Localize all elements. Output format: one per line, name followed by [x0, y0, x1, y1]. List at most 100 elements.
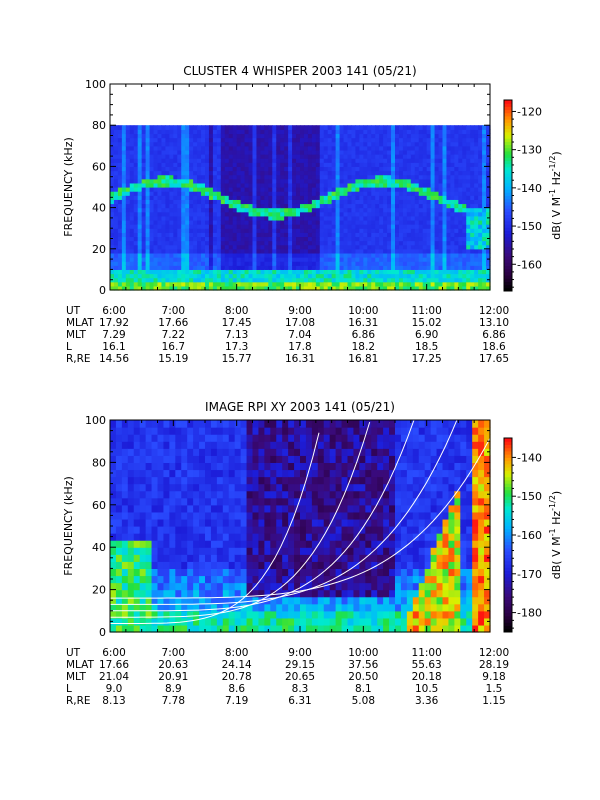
spectrogram-cell [240, 441, 248, 449]
spectrogram-cell [173, 285, 178, 291]
spectrogram-cell [189, 224, 194, 229]
spectrogram-cell [139, 441, 147, 449]
spectrogram-cell [379, 232, 384, 238]
spectrogram-cell [181, 610, 188, 619]
spectrogram-cell [129, 252, 135, 258]
spectrogram-cell [185, 240, 190, 246]
spectrogram-cell [234, 497, 242, 506]
spectrogram-cell [121, 248, 127, 254]
spectrogram-cell [157, 207, 163, 213]
spectrogram-cell [454, 207, 459, 213]
spectrogram-cell [319, 224, 325, 229]
spectrogram-cell [426, 174, 432, 180]
colorbar-segment [504, 217, 512, 222]
spectrogram-cell [145, 265, 151, 270]
x-tick-label: 12:00 [479, 305, 509, 317]
spectrogram-cell [402, 281, 408, 287]
spectrogram-cell [216, 281, 222, 287]
spectrogram-cell [141, 265, 147, 270]
spectrogram-cell [264, 511, 271, 520]
spectrogram-cell [248, 174, 254, 180]
spectrogram-cell [379, 129, 384, 135]
spectrogram-cell [402, 219, 408, 225]
spectrogram-cell [205, 207, 210, 213]
spectrogram-cell [284, 219, 289, 225]
spectrogram-cell [270, 476, 277, 485]
spectrogram-cell [482, 170, 487, 176]
spectrogram-cell [339, 273, 345, 279]
spectrogram-cell [383, 257, 388, 262]
spectrogram-cell [450, 187, 455, 192]
spectrogram-cell [201, 145, 206, 151]
spectrogram-cell [292, 269, 297, 275]
spectrogram-cell [165, 228, 170, 233]
spectrogram-cell [458, 166, 463, 172]
spectrogram-cell [149, 154, 155, 159]
spectrogram-cell [145, 261, 151, 266]
spectrogram-cell [260, 244, 265, 250]
spectrogram-cell [367, 224, 372, 229]
spectrogram-cell [125, 149, 131, 155]
spectrogram-cell [391, 162, 396, 167]
spectrogram-cell [121, 273, 127, 279]
spectrogram-cell [391, 199, 396, 205]
spectrogram-cell [410, 236, 416, 242]
spectrogram-cell [177, 129, 182, 135]
spectrogram-cell [264, 526, 271, 534]
spectrogram-cell [228, 277, 234, 283]
spectrogram-cell [216, 624, 224, 633]
spectrogram-cell [398, 252, 404, 258]
spectrogram-cell [205, 129, 210, 135]
spectrogram-cell [177, 228, 182, 233]
spectrogram-cell [387, 129, 392, 135]
spectrogram-cell [426, 219, 432, 225]
spectrogram-cell [228, 211, 234, 217]
spectrogram-cell [228, 518, 236, 527]
spectrogram-cell [359, 252, 364, 258]
spectrogram-cell [272, 252, 277, 258]
spectrogram-cell [288, 244, 293, 250]
spectrogram-cell [113, 261, 119, 266]
spectrogram-cell [434, 154, 440, 159]
spectrogram-cell [222, 526, 230, 534]
spectrogram-cell [272, 158, 277, 163]
spectrogram-cell [133, 199, 139, 205]
spectrogram-cell [165, 240, 170, 246]
spectrogram-cell [228, 145, 234, 151]
spectrogram-cell [434, 195, 440, 200]
spectrogram-cell [133, 149, 139, 155]
spectrogram-cell [438, 191, 444, 196]
spectrogram-cell [169, 617, 176, 626]
spectrogram-cell [284, 158, 289, 163]
spectrogram-cell [339, 125, 345, 130]
spectrogram-cell [139, 518, 147, 527]
spectrogram-cell [280, 248, 285, 254]
spectrogram-cell [282, 610, 289, 619]
spectrogram-cell [454, 141, 459, 147]
spectrogram-cell [280, 240, 285, 246]
spectrogram-cell [482, 182, 487, 188]
spectrogram-cell [185, 145, 190, 151]
spectrogram-cell [458, 265, 463, 270]
spectrogram-cell [157, 252, 163, 258]
spectrogram-cell [430, 203, 436, 209]
spectrogram-cell [125, 240, 131, 246]
spectrogram-cell [470, 236, 475, 242]
spectrogram-cell [113, 187, 119, 192]
spectrogram-cell [307, 265, 313, 270]
spectrogram-cell [458, 137, 463, 143]
spectrogram-cell [327, 195, 333, 200]
spectrogram-cell [149, 195, 155, 200]
spectrogram-cell [212, 248, 218, 254]
spectrogram-cell [391, 133, 396, 139]
spectrogram-cell [311, 207, 317, 213]
spectrogram-cell [474, 285, 479, 291]
spectrogram-cell [157, 575, 165, 584]
spectrogram-cell [175, 490, 182, 499]
spectrogram-cell [161, 141, 167, 147]
spectrogram-cell [252, 178, 258, 184]
spectrogram-cell [422, 219, 428, 225]
spectrogram-cell [398, 195, 404, 200]
spectrogram-cell [169, 257, 174, 262]
spectrogram-cell [228, 257, 234, 262]
